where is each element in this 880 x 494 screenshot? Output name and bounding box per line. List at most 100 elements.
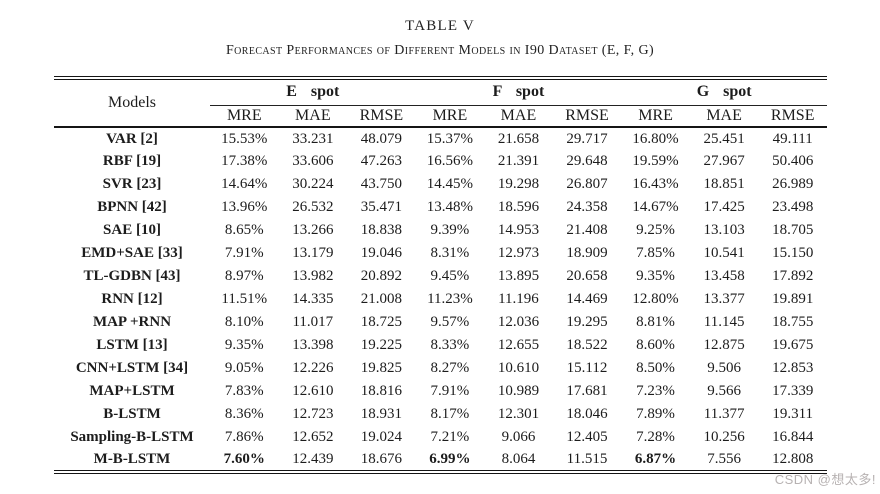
metric-header-cell: RMSE [758, 105, 827, 128]
value-cell: 15.37% [426, 130, 474, 147]
value-cell: 19.891 [772, 291, 814, 307]
value-cell: 9.25% [636, 222, 675, 238]
value-cell: 21.391 [497, 153, 540, 169]
value-cell: 7.23% [636, 383, 675, 399]
table-row: LSTM [13] 9.35% 13.398 19.225 8.33% 12.655 18.… [54, 334, 827, 357]
value-cell: 7.83% [224, 383, 264, 399]
model-name-cell: Sampling-B-LSTM [70, 429, 194, 445]
value-cell: 7.91% [430, 383, 470, 399]
value-cell: 12.723 [292, 406, 334, 422]
value-cell: 13.377 [703, 291, 745, 307]
value-cell: 26.989 [772, 176, 814, 192]
value-cell: 30.224 [292, 176, 334, 192]
value-cell: 9.57% [430, 314, 470, 330]
group-header-row: Models E spot F spot G spot [54, 78, 827, 128]
metric-header-cell: RMSE [347, 105, 416, 128]
value-cell: 10.989 [497, 383, 540, 399]
value-cell: 19.311 [772, 406, 814, 422]
metric-header-cell: MAE [484, 105, 553, 128]
value-cell: 16.43% [632, 176, 679, 192]
value-cell: 21.658 [497, 130, 540, 147]
table-row: B-LSTM 8.36% 12.723 18.931 8.17% 12.301 18.046… [54, 403, 827, 426]
value-cell: 8.81% [636, 314, 675, 330]
value-cell: 21.008 [360, 291, 402, 307]
value-cell: 13.179 [292, 245, 334, 261]
value-cell: 12.610 [292, 383, 334, 399]
value-cell: 18.816 [360, 383, 402, 399]
table-row: VAR [2] 15.53% 33.231 48.079 15.37% 21.658 29.… [54, 127, 827, 150]
value-cell: 18.705 [772, 222, 814, 238]
value-cell: 17.892 [772, 268, 814, 284]
value-cell: 15.53% [221, 130, 268, 147]
value-cell: 8.31% [430, 245, 470, 261]
table-caption: TABLE V Forecast Performances of Differe… [0, 0, 880, 59]
value-cell: 33.606 [292, 153, 334, 169]
value-cell: 10.610 [497, 360, 540, 376]
value-cell: 25.451 [703, 130, 745, 147]
model-name-cell: BPNN [42] [97, 199, 167, 215]
table-row: SVR [23] 14.64% 30.224 43.750 14.45% 19.298 26… [54, 173, 827, 196]
value-cell: 49.111 [772, 130, 813, 147]
value-cell: 7.85% [636, 245, 675, 261]
value-cell: 15.150 [772, 245, 814, 261]
value-cell: 16.80% [632, 130, 679, 147]
watermark: CSDN @想太多! [774, 472, 876, 487]
value-cell: 19.225 [360, 337, 402, 353]
value-cell: 8.50% [636, 360, 675, 376]
table-row: RNN [12] 11.51% 14.335 21.008 11.23% 11.196 14… [54, 288, 827, 311]
value-cell: 9.39% [430, 222, 470, 238]
value-cell: 12.439 [292, 451, 334, 467]
metric-header-cell: MRE [210, 105, 279, 128]
value-cell: 7.86% [224, 429, 264, 445]
model-name-cell: SAE [10] [103, 222, 161, 238]
value-cell: 12.036 [497, 314, 540, 330]
value-cell: 9.45% [430, 268, 470, 284]
model-name-cell: RBF [19] [102, 153, 162, 169]
value-cell: 29.717 [566, 130, 608, 147]
value-cell: 8.60% [636, 337, 675, 353]
metric-header-cell: MRE [621, 105, 690, 128]
value-cell: 9.506 [707, 360, 741, 376]
value-cell: 11.51% [221, 291, 268, 307]
value-cell: 14.64% [221, 176, 268, 192]
value-cell: 12.853 [772, 360, 814, 376]
value-cell: 12.652 [292, 429, 334, 445]
table-row: TL-GDBN [43] 8.97% 13.982 20.892 9.45% 13.895… [54, 265, 827, 288]
value-cell: 14.469 [566, 291, 608, 307]
value-cell: 17.38% [221, 153, 268, 169]
metric-header-cell: MAE [278, 105, 348, 128]
value-cell: 13.458 [703, 268, 745, 284]
value-cell: 11.377 [703, 406, 745, 422]
value-cell: 12.875 [703, 337, 745, 353]
table-row: Sampling-B-LSTM 7.86% 12.652 19.024 7.21% 9.0… [54, 426, 827, 449]
value-cell: 19.046 [360, 245, 402, 261]
value-cell: 13.266 [292, 222, 334, 238]
value-cell: 9.35% [224, 337, 264, 353]
value-cell: 16.844 [772, 429, 814, 445]
value-cell: 7.28% [636, 429, 675, 445]
table-row: CNN+LSTM [34] 9.05% 12.226 19.825 8.27% 10.61… [54, 357, 827, 380]
group-header-cell-f-spot: F spot [415, 78, 622, 106]
value-cell: 11.515 [566, 451, 608, 467]
value-cell: 9.35% [636, 268, 675, 284]
model-name-cell: MAP+LSTM [89, 383, 175, 399]
value-cell: 20.892 [360, 268, 402, 284]
table-subtitle: Forecast Performances of Different Model… [225, 43, 655, 58]
value-cell: 29.648 [566, 153, 608, 169]
value-cell: 12.405 [566, 429, 608, 445]
model-name-cell: MAP +RNN [92, 314, 172, 330]
value-cell: 8.064 [501, 451, 536, 467]
value-cell: 18.909 [566, 245, 608, 261]
model-name-cell: EMD+SAE [33] [81, 245, 183, 261]
value-cell: 14.45% [426, 176, 474, 192]
metric-header-row: MRE MAE RMSE MRE MAE RMSE MRE MAE RMSE [54, 105, 827, 128]
value-cell: 8.17% [430, 406, 470, 422]
value-cell: 43.750 [360, 176, 402, 192]
model-name-cell: CNN+LSTM [34] [75, 360, 189, 376]
value-cell: 12.301 [497, 406, 540, 422]
value-cell: 20.658 [566, 268, 608, 284]
value-cell: 26.532 [292, 199, 334, 215]
value-cell: 47.263 [360, 153, 402, 169]
value-cell: 50.406 [772, 153, 814, 169]
